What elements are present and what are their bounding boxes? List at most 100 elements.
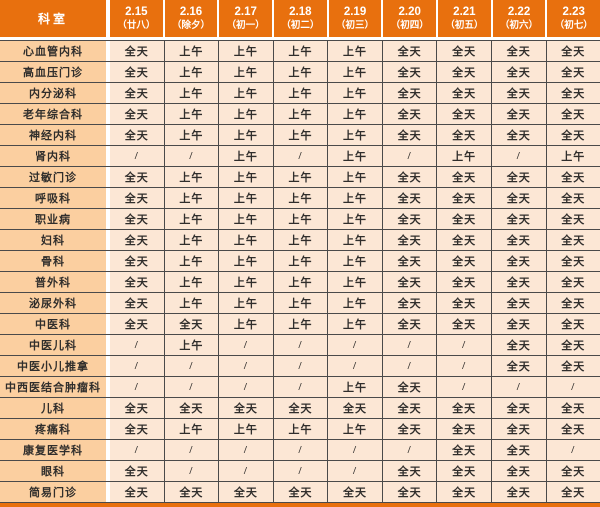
lunar-date-label: （初五） <box>445 19 484 31</box>
schedule-cell: 上午 <box>545 146 600 166</box>
department-name: 中医小儿推拿 <box>0 356 106 376</box>
schedule-cell: 全天 <box>163 482 219 502</box>
table-row: 老年综合科 全天 上午 上午 上午 上午 全天 全天 全天 全天 <box>0 104 600 125</box>
schedule-cell: 全天 <box>327 398 382 418</box>
schedule-cell: 上午 <box>327 272 382 292</box>
schedule-cell: 全天 <box>381 314 437 334</box>
schedule-cell: 上午 <box>218 167 273 187</box>
schedule-cell: / <box>327 356 382 376</box>
department-name: 高血压门诊 <box>0 62 106 82</box>
schedule-cell: 全天 <box>545 251 600 271</box>
column-divider <box>106 209 110 229</box>
table-row: 呼吸科 全天 上午 上午 上午 上午 全天 全天 全天 全天 <box>0 188 600 209</box>
schedule-cell: 全天 <box>110 41 164 61</box>
date-column-header: 2.19 （初三） <box>326 0 382 37</box>
schedule-cell: / <box>163 146 219 166</box>
column-divider <box>106 314 110 334</box>
column-divider <box>106 398 110 418</box>
column-divider <box>106 251 110 271</box>
table-row: 简易门诊 全天 全天 全天 全天 全天 全天 全天 全天 全天 <box>0 482 600 503</box>
schedule-cell: 上午 <box>163 188 219 208</box>
schedule-cell: 全天 <box>545 62 600 82</box>
schedule-cell: / <box>381 356 437 376</box>
date-label: 2.15 <box>125 6 148 19</box>
schedule-cell: 上午 <box>327 188 382 208</box>
department-name: 职业病 <box>0 209 106 229</box>
schedule-cell: 上午 <box>163 41 219 61</box>
schedule-cell: 上午 <box>272 230 328 250</box>
table-row: 疼痛科 全天 上午 上午 上午 上午 全天 全天 全天 全天 <box>0 419 600 440</box>
lunar-date-label: （初三） <box>336 19 375 31</box>
date-headers: 2.15 （廿八） 2.16 （除夕） 2.17 （初一） 2.18 （初二） … <box>110 0 600 37</box>
header-body-divider <box>0 37 600 40</box>
schedule-cell: 全天 <box>218 482 273 502</box>
schedule-cell: 全天 <box>381 209 437 229</box>
table-row: 妇科 全天 上午 上午 上午 上午 全天 全天 全天 全天 <box>0 230 600 251</box>
schedule-cell: 上午 <box>218 419 273 439</box>
schedule-cell: 全天 <box>436 293 491 313</box>
table-body: 心血管内科 全天 上午 上午 上午 上午 全天 全天 全天 全天 高血压门诊 全天 上午 上午 上午上… <box>0 40 600 503</box>
schedule-cell: 上午 <box>272 167 328 187</box>
lunar-date-label: （初四） <box>390 19 429 31</box>
schedule-cell: 上午 <box>163 167 219 187</box>
schedule-cell: 全天 <box>436 230 491 250</box>
schedule-cell: 全天 <box>436 398 491 418</box>
schedule-cell: / <box>272 440 328 460</box>
schedule-cell: 全天 <box>436 104 491 124</box>
table-row: 肾内科 / / 上午 / 上午 / 上午 / 上午 <box>0 146 600 167</box>
schedule-cell: 上午 <box>163 62 219 82</box>
schedule-cell: / <box>327 440 382 460</box>
schedule-cell: / <box>327 335 382 355</box>
schedule-cell: / <box>272 377 328 397</box>
department-name: 中医儿科 <box>0 335 106 355</box>
schedule-cell: 全天 <box>110 125 164 145</box>
table-row: 儿科 全天 全天 全天 全天 全天 全天 全天 全天 全天 <box>0 398 600 419</box>
schedule-cell: 上午 <box>272 83 328 103</box>
schedule-cell: 全天 <box>436 272 491 292</box>
schedule-cell: 全天 <box>436 209 491 229</box>
schedule-cell: 全天 <box>490 461 546 481</box>
schedule-cell: 上午 <box>272 188 328 208</box>
schedule-cell: 全天 <box>490 62 546 82</box>
schedule-cell: 全天 <box>110 104 164 124</box>
schedule-cell: 上午 <box>327 83 382 103</box>
date-label: 2.22 <box>507 6 531 19</box>
schedule-cell: 上午 <box>163 104 219 124</box>
department-name: 肾内科 <box>0 146 106 166</box>
schedule-cell: 上午 <box>272 41 328 61</box>
department-name: 骨科 <box>0 251 106 271</box>
schedule-cell: 全天 <box>545 209 600 229</box>
schedule-cell: 上午 <box>272 272 328 292</box>
schedule-cell: 全天 <box>381 398 437 418</box>
schedule-cell: 全天 <box>381 167 437 187</box>
column-divider <box>106 356 110 376</box>
schedule-cell: 全天 <box>436 251 491 271</box>
column-divider <box>106 482 110 502</box>
column-divider <box>106 230 110 250</box>
column-divider <box>106 146 110 166</box>
schedule-cell: 上午 <box>272 62 328 82</box>
schedule-cell: 上午 <box>327 104 382 124</box>
schedule-cell: 上午 <box>218 62 273 82</box>
schedule-cell: / <box>490 377 546 397</box>
column-divider <box>106 83 110 103</box>
schedule-cell: 全天 <box>490 125 546 145</box>
date-column-header: 2.17 （初一） <box>217 0 273 37</box>
schedule-cell: / <box>218 440 273 460</box>
lunar-date-label: （初七） <box>554 19 593 31</box>
schedule-cell: 上午 <box>327 230 382 250</box>
schedule-cell: 上午 <box>218 188 273 208</box>
schedule-cell: 上午 <box>327 377 382 397</box>
schedule-cell: 上午 <box>327 209 382 229</box>
schedule-cell: / <box>218 356 273 376</box>
schedule-cell: / <box>163 377 219 397</box>
schedule-cell: 全天 <box>545 314 600 334</box>
schedule-cell: 全天 <box>381 377 437 397</box>
date-column-header: 2.15 （廿八） <box>110 0 163 37</box>
schedule-cell: 全天 <box>545 356 600 376</box>
schedule-cell: 全天 <box>163 314 219 334</box>
schedule-cell: 全天 <box>545 482 600 502</box>
schedule-cell: 上午 <box>327 125 382 145</box>
schedule-cell: 全天 <box>272 398 328 418</box>
